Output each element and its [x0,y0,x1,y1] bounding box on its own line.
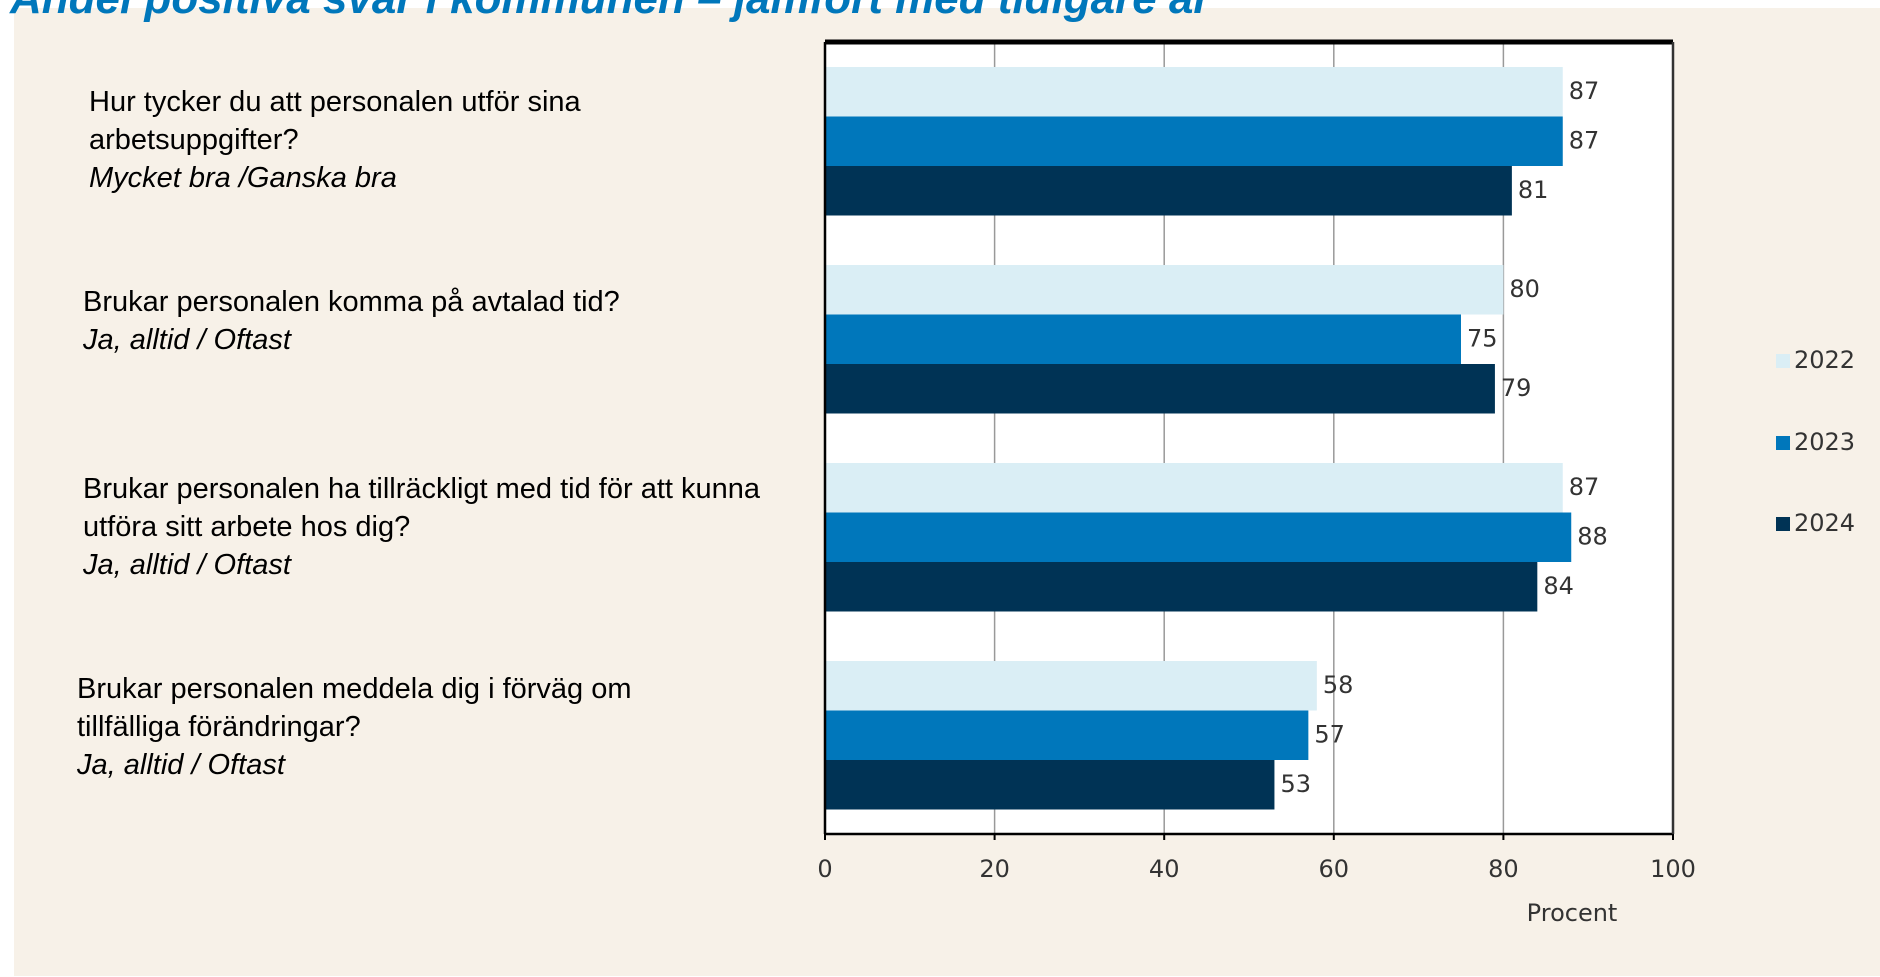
legend-label: 2023 [1794,428,1855,456]
bar [825,512,1572,562]
bar [825,562,1538,612]
answer: Mycket bra /Ganska bra [89,162,397,194]
answer: Ja, alltid / Oftast [83,324,291,356]
bar [825,463,1563,513]
value-label: 80 [1509,275,1540,303]
x-tick-label: 60 [1319,855,1350,883]
value-label: 88 [1577,522,1608,550]
x-tick-label: 100 [1650,855,1696,883]
bar [825,265,1504,315]
legend-label: 2024 [1794,509,1855,537]
bar [825,661,1317,711]
x-tick-label: 20 [979,855,1010,883]
answer: Ja, alltid / Oftast [77,749,285,781]
value-label: 57 [1314,720,1345,748]
value-label: 84 [1543,572,1574,600]
bar [825,314,1461,364]
legend-label: 2022 [1794,346,1855,374]
x-tick-label: 80 [1488,855,1519,883]
answer: Ja, alltid / Oftast [83,549,291,581]
x-tick-label: 40 [1149,855,1180,883]
bar [825,760,1275,810]
x-tick-label: 0 [817,855,832,883]
category-label: Brukar personalen komma på avtalad tid? J… [83,283,783,359]
question: Brukar personalen komma på avtalad tid? [83,286,620,318]
question: Brukar personalen ha tillräckligt med ti… [83,473,761,543]
value-label: 87 [1569,473,1600,501]
value-label: 87 [1569,126,1600,154]
category-label: Brukar personalen meddela dig i förväg o… [77,670,697,784]
legend-swatch [1776,517,1790,531]
question: Hur tycker du att personalen utför sina … [89,86,581,156]
bar [825,364,1495,414]
value-label: 53 [1280,770,1311,798]
legend-swatch [1776,354,1790,368]
value-label: 79 [1501,374,1532,402]
category-label: Brukar personalen ha tillräckligt med ti… [83,470,763,584]
x-axis-label: Procent [1527,899,1618,927]
value-label: 75 [1467,324,1498,352]
chart-title: Andel positiva svar i kommunen – jämfört… [10,0,1211,24]
category-label: Hur tycker du att personalen utför sina … [89,83,649,197]
legend-swatch [1776,436,1790,450]
bar [825,166,1512,216]
value-label: 58 [1323,671,1354,699]
bar [825,67,1563,117]
value-label: 81 [1518,176,1549,204]
question: Brukar personalen meddela dig i förväg o… [77,673,632,743]
bar [825,710,1309,760]
bar [825,116,1563,166]
value-label: 87 [1569,77,1600,105]
